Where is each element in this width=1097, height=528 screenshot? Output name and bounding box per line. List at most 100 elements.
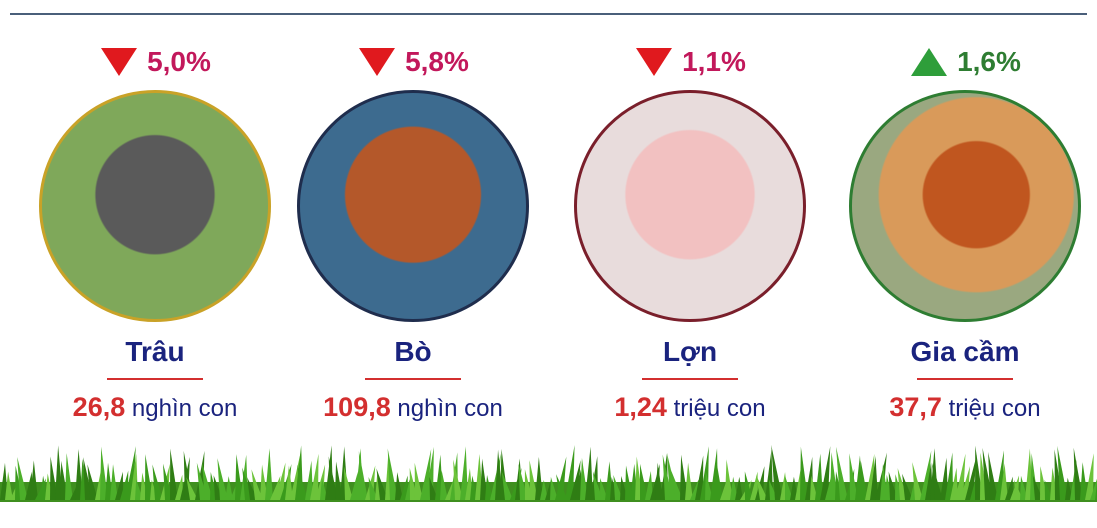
animal-name: Trâu <box>125 336 185 367</box>
grass-blade <box>870 455 878 500</box>
grass-blade <box>585 446 593 500</box>
grass <box>0 445 1097 502</box>
grass-blade <box>550 476 558 500</box>
grass-blade <box>5 471 13 500</box>
grass-blade <box>671 470 683 500</box>
grass-blade <box>756 475 768 500</box>
triangle <box>911 48 948 76</box>
grass-blade <box>912 462 923 500</box>
animal-photo <box>849 90 1081 322</box>
grass-blade <box>1032 475 1043 500</box>
top-rule <box>10 13 1087 15</box>
grass-blade <box>849 453 858 500</box>
underline <box>917 378 1013 380</box>
grass-blade <box>685 462 693 500</box>
grass-blade <box>265 448 273 500</box>
animal-card: 1,6% Gia cầm 37,7 triệu con <box>835 40 1095 423</box>
grass-blade <box>1000 463 1008 500</box>
grass-blade <box>580 457 588 500</box>
grass-blade <box>750 471 758 500</box>
grass-blade <box>640 463 648 500</box>
grass-blade <box>310 453 319 500</box>
grass-blade <box>1005 476 1013 500</box>
underline <box>365 378 461 380</box>
grass-blade <box>735 476 743 500</box>
count-value: 37,7 <box>889 392 942 422</box>
animal-card: 5,8% Bò 109,8 nghìn con <box>283 40 543 423</box>
count-unit: nghìn con <box>131 395 238 422</box>
grass-blade <box>565 445 575 500</box>
grass-blade <box>625 465 633 500</box>
grass-blade <box>376 468 388 500</box>
grass-blade <box>17 456 28 500</box>
grass-blade <box>225 476 233 500</box>
grass-blade <box>247 477 258 500</box>
animal-name: Gia cầm <box>910 336 1020 367</box>
grass-blade <box>950 467 958 500</box>
grass-blade <box>730 476 738 500</box>
trend-arrow <box>101 48 138 76</box>
grass-blade <box>440 470 448 500</box>
animal-photo <box>574 90 806 322</box>
grass-blade <box>785 475 793 500</box>
trend-arrow <box>359 48 396 76</box>
grass-blade <box>555 456 567 500</box>
underline <box>642 378 738 380</box>
grass-blade <box>988 452 998 500</box>
count-value: 1,24 <box>614 392 667 422</box>
grass-blade <box>800 446 808 500</box>
count-unit: triệu con <box>673 395 766 422</box>
grass-blade <box>820 446 831 500</box>
grass-blade <box>110 464 118 500</box>
grass-blade <box>1057 445 1068 500</box>
grass-blade <box>535 456 543 500</box>
count: 1,24 triệu con <box>560 392 820 423</box>
grass-blade <box>1080 462 1088 500</box>
grass-blade <box>83 457 93 500</box>
grass-blade <box>955 453 966 500</box>
change-value: 5,0% <box>147 46 211 77</box>
grass-blade <box>120 470 129 500</box>
change-value: 1,1% <box>682 46 746 77</box>
grass-blade <box>297 464 308 500</box>
change: 5,8% <box>283 40 543 84</box>
grass-blade <box>815 453 823 500</box>
triangle <box>359 48 396 76</box>
grass-blade <box>940 457 948 500</box>
grass-blade <box>186 477 198 500</box>
triangle <box>101 48 138 76</box>
grass-blade <box>387 448 398 500</box>
grass-blade <box>305 460 313 500</box>
count-value: 109,8 <box>323 392 391 422</box>
grass-blade <box>556 474 568 500</box>
grass-blade <box>0 462 8 500</box>
change-value: 5,8% <box>405 46 469 77</box>
change: 1,6% <box>835 40 1095 84</box>
grass-blade <box>540 479 548 500</box>
change-value: 1,6% <box>957 46 1021 77</box>
count: 26,8 nghìn con <box>25 392 285 423</box>
trend-arrow <box>636 48 673 76</box>
change: 1,1% <box>560 40 820 84</box>
grass-blade <box>945 452 953 500</box>
grass-blade <box>695 455 704 500</box>
animal-photo <box>297 90 529 322</box>
grass-blade <box>235 454 243 500</box>
animal-name: Bò <box>394 336 432 367</box>
grass-blade <box>725 459 733 500</box>
animal-photo <box>39 90 271 322</box>
count: 37,7 triệu con <box>835 392 1095 423</box>
grass-blade <box>655 462 663 500</box>
animal-card: 1,1% Lợn 1,24 triệu con <box>560 40 820 423</box>
grass-blade <box>285 465 293 500</box>
grass-blade <box>485 475 493 500</box>
grass-blade <box>115 471 123 500</box>
grass-blade <box>395 472 403 500</box>
grass-blade <box>860 460 868 500</box>
grass-blade <box>744 471 753 500</box>
count-value: 26,8 <box>72 392 126 422</box>
animal-name: Lợn <box>662 336 718 367</box>
grass-blade <box>836 446 848 500</box>
trend-arrow <box>911 48 948 76</box>
